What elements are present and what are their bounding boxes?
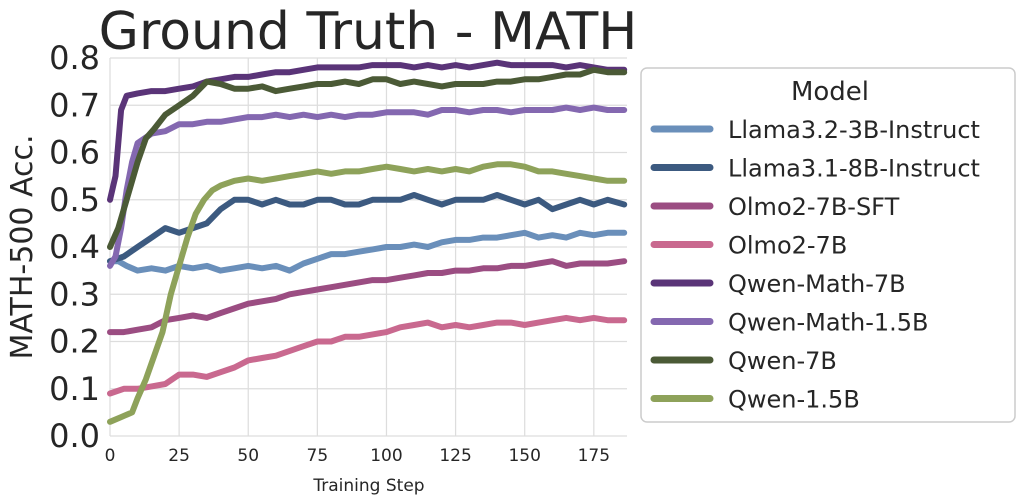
series-lines	[107, 59, 628, 425]
y-tick-label: 0.8	[49, 39, 100, 77]
legend: Model Llama3.2-3B-Instruct Llama3.1-8B-In…	[640, 67, 1016, 423]
x-tick-label: 150	[508, 446, 540, 466]
x-tick-label: 175	[578, 446, 610, 466]
x-tick-label: 25	[168, 446, 190, 466]
series-line-qwen-math-1-5b	[107, 104, 628, 269]
axis-ticks: 0.0 0.1 0.2 0.3 0.4 0.5 0.6 0.7 0.8 0 25 50 75 100 125…	[49, 39, 610, 466]
y-tick-label: 0.5	[49, 181, 100, 219]
legend-frame	[640, 67, 1016, 423]
y-tick-label: 0.4	[49, 228, 100, 266]
legend-label-qwen-7b: Qwen-7B	[728, 347, 837, 375]
legend-entries: Llama3.2-3B-Instruct Llama3.1-8B-Instruct…	[650, 116, 980, 414]
series-line-qwen-1-5b	[107, 161, 628, 425]
legend-label-olmo2-7b-sft: Olmo2-7B-SFT	[728, 193, 900, 221]
legend-label-llama3-1-8b-instruct: Llama3.1-8B-Instruct	[728, 155, 980, 183]
legend-label-llama3-2-3b-instruct: Llama3.2-3B-Instruct	[728, 116, 980, 144]
series-line-llama3-2-3b-instruct	[107, 229, 628, 274]
x-tick-label: 75	[307, 446, 329, 466]
legend-title: Model	[791, 77, 869, 107]
y-tick-label: 0.7	[49, 86, 100, 124]
y-tick-label: 0.1	[49, 370, 100, 408]
x-axis-label: Training Step	[312, 476, 424, 496]
y-tick-label: 0.2	[49, 323, 100, 361]
x-tick-label: 0	[105, 446, 116, 466]
y-tick-label: 0.0	[49, 417, 100, 455]
series-shadow-olmo2-7b	[109, 316, 625, 395]
y-tick-label: 0.3	[49, 275, 100, 313]
legend-label-qwen-math-7b: Qwen-Math-7B	[728, 270, 906, 298]
series-line-olmo2-7b	[107, 314, 628, 397]
series-line-qwen-math-7b	[107, 59, 628, 203]
series-line-qwen-7b	[107, 66, 628, 250]
series-line-llama3-1-8b-instruct	[107, 192, 628, 265]
legend-label-qwen-1-5b: Qwen-1.5B	[728, 386, 860, 414]
series-line-olmo2-7b-sft	[107, 258, 628, 336]
chart-title: Ground Truth - MATH	[99, 2, 638, 62]
legend-label-olmo2-7b: Olmo2-7B	[728, 232, 847, 260]
y-axis-label: MATH-500 Acc.	[5, 134, 40, 359]
legend-label-qwen-math-1-5b: Qwen-Math-1.5B	[728, 309, 928, 337]
x-tick-label: 50	[237, 446, 259, 466]
y-tick-label: 0.6	[49, 134, 100, 172]
x-tick-label: 125	[439, 446, 471, 466]
x-tick-label: 100	[370, 446, 402, 466]
